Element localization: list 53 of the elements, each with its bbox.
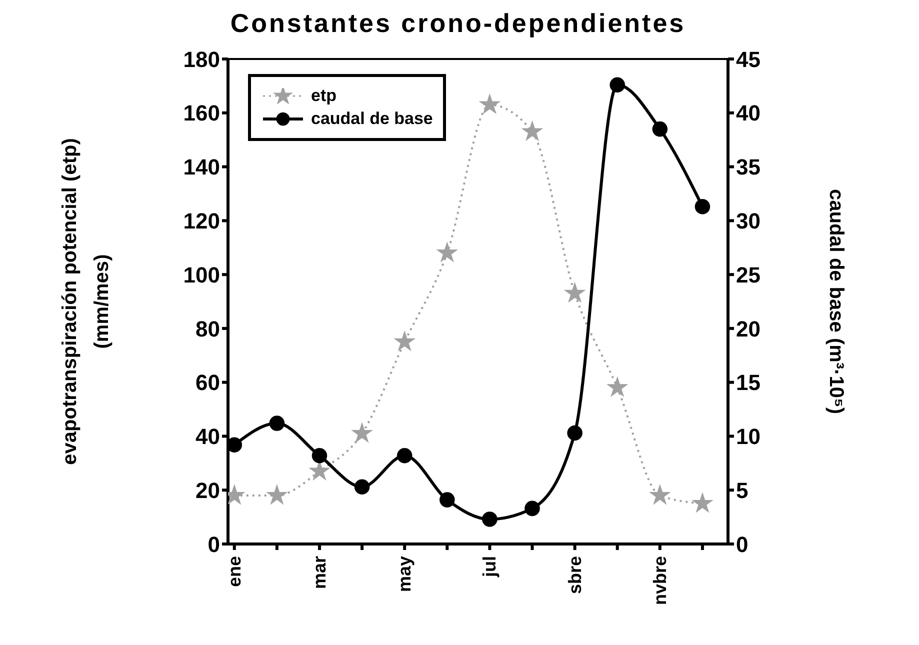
- x-tick-label: sbre: [564, 556, 585, 594]
- legend-label: caudal de base: [311, 109, 433, 129]
- point: [437, 242, 458, 262]
- y2-axis-title: caudal de base (m³·10⁵): [825, 188, 847, 414]
- y2-tick-label: 15: [736, 370, 760, 396]
- point: [354, 479, 370, 494]
- point: [482, 512, 498, 527]
- point: [652, 121, 668, 137]
- x-tick-label: may: [394, 556, 415, 592]
- y-tick-label: 140: [183, 154, 220, 180]
- y-tick-label: 80: [196, 316, 220, 342]
- x-tick-label: jul: [480, 556, 500, 578]
- y2-tick-label: 25: [736, 262, 760, 288]
- point: [564, 283, 585, 302]
- point: [692, 493, 712, 512]
- y2-tick-label: 40: [736, 100, 760, 126]
- point: [567, 425, 582, 441]
- point: [394, 332, 415, 350]
- point: [607, 377, 628, 396]
- y2-tick-label: 30: [736, 208, 760, 234]
- point: [269, 416, 285, 431]
- y-tick-label: 60: [196, 370, 220, 396]
- point: [267, 485, 287, 504]
- y2-tick-label: 0: [736, 532, 748, 557]
- point: [440, 492, 455, 508]
- y-tick-label: 180: [183, 46, 220, 72]
- x-tick-label: mar: [309, 556, 330, 590]
- point: [396, 448, 412, 464]
- point: [694, 199, 710, 214]
- y-tick-label: 120: [183, 208, 220, 234]
- y-tick-label: 100: [183, 262, 220, 288]
- y2-tick-label: 45: [736, 46, 760, 72]
- chart-title: Constantes crono-dependientes: [229, 8, 687, 40]
- y-tick-label: 0: [208, 532, 220, 557]
- x-tick-label: nvbre: [650, 556, 670, 606]
- legend-label: etp: [311, 86, 336, 106]
- y-tick-label: 160: [183, 100, 220, 126]
- y2-tick-label: 20: [736, 316, 760, 342]
- point: [522, 121, 542, 140]
- point: [352, 423, 372, 442]
- y-axis-title: evapotranspiración potencial (etp) (mm/mes): [59, 138, 113, 465]
- point: [610, 77, 625, 92]
- y2-tick-label: 35: [736, 154, 760, 180]
- point: [480, 94, 500, 114]
- point: [650, 485, 670, 504]
- point: [524, 500, 540, 516]
- y-tick-label: 40: [196, 424, 220, 450]
- y-tick-label: 20: [196, 478, 220, 503]
- x-tick-label: ene: [224, 556, 244, 588]
- point: [228, 437, 242, 452]
- y2-tick-label: 5: [736, 478, 748, 503]
- point: [312, 448, 328, 464]
- y2-tick-label: 10: [736, 424, 760, 450]
